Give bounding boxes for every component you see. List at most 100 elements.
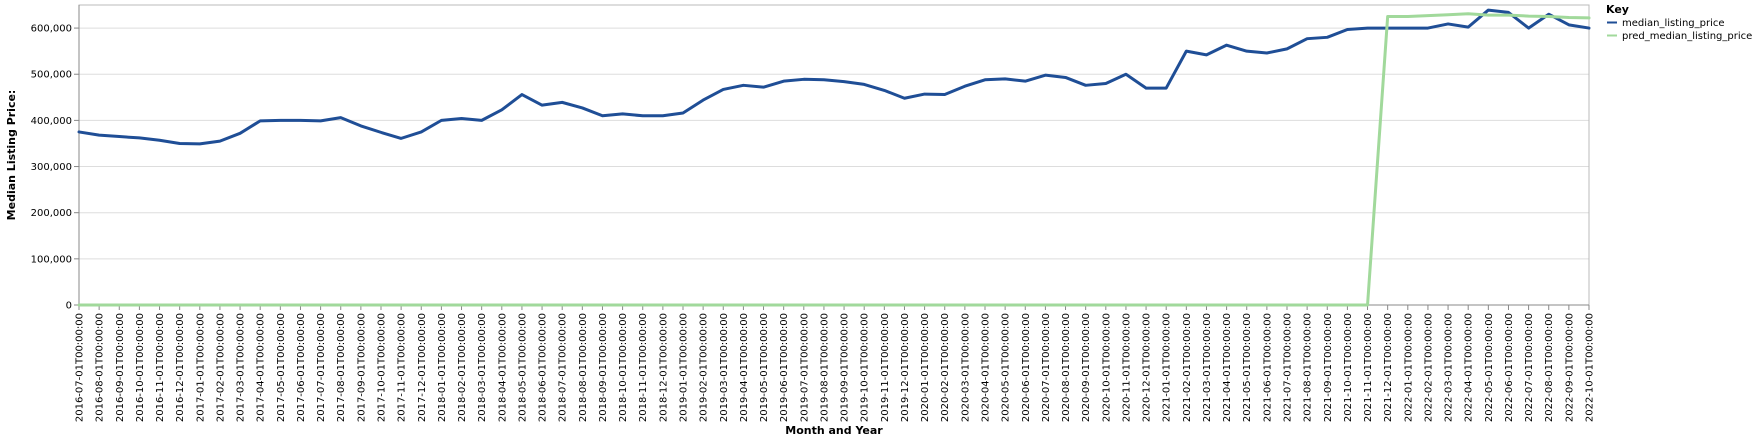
x-tick-label: 2019-12-01T00:00:00 (900, 313, 911, 422)
data-point (944, 304, 946, 306)
x-tick-label: 2017-08-01T00:00:00 (336, 313, 347, 422)
data-point (360, 304, 362, 306)
data-point (541, 304, 543, 306)
x-tick-label: 2020-06-01T00:00:00 (1021, 313, 1032, 422)
data-point (300, 304, 302, 306)
data-point (662, 304, 664, 306)
x-tick-label: 2017-07-01T00:00:00 (316, 313, 327, 422)
x-tick-label: 2019-01-01T00:00:00 (679, 313, 690, 422)
data-point (280, 304, 282, 306)
data-point (561, 102, 563, 104)
data-point (582, 304, 584, 306)
x-tick-label: 2019-10-01T00:00:00 (860, 313, 871, 422)
data-point (1266, 52, 1268, 54)
data-point (320, 120, 322, 122)
data-point (1427, 15, 1429, 17)
x-tick-label: 2017-06-01T00:00:00 (296, 313, 307, 422)
y-tick-label: 400,000 (31, 116, 72, 127)
gridlines (79, 27, 1589, 306)
data-point (1447, 23, 1449, 25)
data-point (622, 304, 624, 306)
data-point (1407, 16, 1409, 18)
x-tick-label: 2021-03-01T00:00:00 (1202, 313, 1213, 422)
data-point (702, 99, 704, 101)
data-point (924, 93, 926, 95)
data-point (1568, 24, 1570, 26)
data-point (803, 79, 805, 81)
data-point (1548, 16, 1550, 18)
data-point (863, 84, 865, 86)
x-tick-label: 2021-01-01T00:00:00 (1162, 313, 1173, 422)
series-line-pred-median-listing-price (77, 12, 1591, 307)
data-point (1165, 304, 1167, 306)
x-tick-label: 2022-06-01T00:00:00 (1504, 313, 1515, 422)
x-tick-label: 2017-01-01T00:00:00 (195, 313, 206, 422)
data-point (1065, 304, 1067, 306)
data-point (78, 131, 80, 133)
x-tick-label: 2018-07-01T00:00:00 (558, 313, 569, 422)
data-point (1326, 37, 1328, 39)
y-tick-label: 100,000 (31, 254, 72, 265)
x-tick-label: 2021-08-01T00:00:00 (1303, 313, 1314, 422)
x-tick-label: 2016-10-01T00:00:00 (135, 313, 146, 422)
legend-label: median_listing_price (1622, 18, 1725, 29)
data-point (501, 109, 503, 111)
data-point (1286, 48, 1288, 50)
y-tick-label: 0 (66, 301, 72, 312)
data-point (1427, 27, 1429, 29)
data-point (300, 120, 302, 122)
data-point (139, 137, 141, 139)
data-point (763, 86, 765, 88)
y-axis: 0 100,000 200,000 300,000 400,000 500,000 600,… (31, 5, 80, 312)
data-point (964, 85, 966, 87)
x-tick-label: 2019-06-01T00:00:00 (779, 313, 790, 422)
x-tick-label: 2016-07-01T00:00:00 (75, 313, 86, 422)
x-tick-label: 2017-04-01T00:00:00 (256, 313, 267, 422)
data-point (1246, 50, 1248, 52)
y-axis-title: Median Listing Price: (5, 90, 18, 221)
y-tick-label: 200,000 (31, 208, 72, 219)
data-point (1085, 304, 1087, 306)
data-point (1326, 304, 1328, 306)
data-point (219, 304, 221, 306)
data-point (1266, 304, 1268, 306)
data-point (803, 304, 805, 306)
data-point (320, 304, 322, 306)
data-point (1004, 78, 1006, 80)
x-tick-label: 2018-11-01T00:00:00 (638, 313, 649, 422)
data-point (984, 304, 986, 306)
x-tick-label: 2017-09-01T00:00:00 (356, 313, 367, 422)
x-tick-label: 2017-05-01T00:00:00 (276, 313, 287, 422)
data-point (1347, 29, 1349, 31)
data-point (1447, 14, 1449, 16)
data-point (843, 81, 845, 83)
data-point (1186, 50, 1188, 52)
data-point (1045, 74, 1047, 76)
x-tick-label: 2022-03-01T00:00:00 (1444, 313, 1455, 422)
data-point (199, 304, 201, 306)
x-tick-label: 2021-10-01T00:00:00 (1343, 313, 1354, 422)
data-point (219, 140, 221, 142)
data-point (98, 134, 100, 136)
data-point (783, 304, 785, 306)
legend: Key median_listing_price pred_median_list… (1606, 3, 1752, 42)
x-tick-label: 2021-07-01T00:00:00 (1283, 313, 1294, 422)
data-point (380, 304, 382, 306)
x-tick-label: 2020-01-01T00:00:00 (920, 313, 931, 422)
x-tick-label: 2018-10-01T00:00:00 (618, 313, 629, 422)
data-point (1206, 304, 1208, 306)
data-point (481, 120, 483, 122)
x-tick-label: 2022-04-01T00:00:00 (1464, 313, 1475, 422)
data-point (622, 113, 624, 115)
data-point (1467, 26, 1469, 28)
x-tick-label: 2020-09-01T00:00:00 (1081, 313, 1092, 422)
data-point (823, 304, 825, 306)
data-point (521, 304, 523, 306)
x-tick-label: 2019-08-01T00:00:00 (819, 313, 830, 422)
x-tick-label: 2021-06-01T00:00:00 (1262, 313, 1273, 422)
series-line-median-listing-price (77, 8, 1591, 146)
data-point (682, 112, 684, 114)
data-point (582, 107, 584, 109)
